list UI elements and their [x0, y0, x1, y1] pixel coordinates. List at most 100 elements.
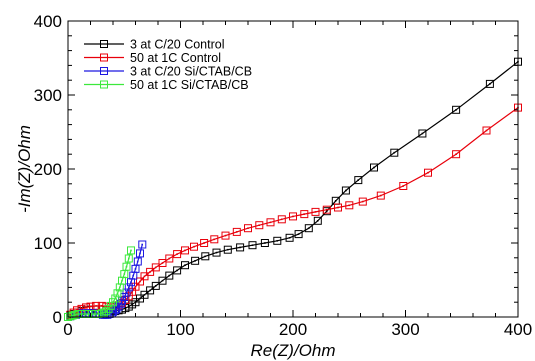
data-point-dot — [402, 185, 404, 187]
data-point-dot — [110, 306, 112, 309]
data-point — [341, 186, 350, 195]
data-point — [173, 250, 182, 259]
data-point — [146, 267, 155, 276]
data-point — [260, 239, 269, 247]
y-axis-title: -Im(Z)/Ohm — [15, 125, 34, 213]
data-point — [133, 257, 142, 266]
data-point-dot — [103, 311, 105, 314]
legend-marker — [100, 67, 108, 75]
data-point-dot — [168, 274, 170, 277]
legend-item-1: 3 at C/20 Control — [84, 38, 225, 52]
data-point — [68, 311, 77, 320]
legend-label: 50 at 1C Si/CTAB/CB — [130, 78, 249, 92]
data-point-dot — [95, 305, 97, 307]
data-point-dot — [131, 291, 133, 293]
data-point-dot — [194, 260, 196, 262]
data-point — [304, 224, 313, 233]
data-point — [424, 168, 432, 177]
data-point-dot — [101, 312, 103, 315]
data-point-dot — [139, 252, 141, 255]
data-point-dot — [379, 194, 382, 197]
data-point-dot — [161, 279, 164, 282]
data-point-dot — [292, 215, 294, 218]
data-point — [311, 207, 320, 216]
data-point — [399, 182, 408, 190]
data-point-dot — [101, 305, 103, 307]
data-point-dot — [258, 224, 260, 226]
data-point — [358, 197, 367, 206]
data-point-dot — [193, 245, 195, 248]
data-point-dot — [203, 242, 205, 244]
data-point-dot — [280, 218, 283, 221]
data-point-dot — [123, 296, 126, 298]
data-point — [151, 263, 160, 272]
data-point — [277, 215, 286, 224]
data-point — [140, 272, 149, 281]
data-point — [452, 150, 461, 159]
data-point-dot — [307, 227, 310, 229]
data-point-dot — [269, 221, 272, 224]
data-point-dot — [149, 271, 151, 273]
data-point — [122, 262, 131, 271]
data-point — [111, 294, 120, 303]
legend-marker — [100, 53, 108, 62]
data-point — [201, 252, 210, 261]
data-point-dot — [176, 253, 178, 255]
data-point-dot — [128, 257, 130, 260]
data-point-dot — [89, 305, 92, 308]
data-point-dot — [128, 286, 130, 289]
data-point-dot — [421, 132, 424, 135]
data-point — [255, 221, 264, 230]
legend-item-2: 50 at 1C Control — [84, 51, 221, 65]
data-point — [334, 203, 342, 212]
data-point-dot — [139, 280, 141, 283]
y-tick-label: 200 — [34, 160, 62, 179]
data-point-dot — [373, 166, 375, 169]
legend-label: 50 at 1C Control — [130, 51, 221, 65]
data-point-dot — [136, 260, 139, 263]
data-point-dot — [134, 268, 137, 270]
data-point — [244, 224, 252, 233]
data-point — [146, 286, 155, 295]
data-point — [223, 245, 232, 254]
data-point — [266, 218, 275, 227]
data-point — [173, 266, 182, 275]
data-point-dot — [132, 274, 134, 277]
data-point-dot — [337, 206, 339, 209]
data-point — [418, 129, 427, 138]
data-point — [124, 254, 133, 263]
legend-label: 3 at C/20 Si/CTAB/CB — [130, 65, 252, 79]
data-point-dot — [184, 264, 186, 266]
data-point-dot — [85, 306, 87, 309]
data-point — [124, 283, 133, 292]
data-point-dot — [105, 305, 108, 308]
x-axis-title: Re(Z)/Ohm — [251, 341, 336, 360]
y-tick-label: 100 — [34, 234, 62, 253]
data-point-dot — [489, 83, 491, 85]
y-tick-label: 300 — [34, 86, 62, 105]
data-point-dot — [116, 292, 119, 295]
series-layer — [64, 57, 522, 321]
data-point-dot — [235, 231, 238, 233]
data-point-dot — [80, 308, 83, 310]
data-point-dot — [125, 265, 128, 268]
data-point-dot — [361, 200, 364, 203]
data-point — [482, 126, 491, 135]
x-tick-label: 400 — [504, 320, 532, 339]
data-point — [313, 216, 322, 225]
data-point — [127, 246, 135, 255]
series-1 — [64, 57, 522, 321]
data-point-dot — [393, 151, 395, 154]
data-point-dot — [168, 257, 170, 260]
data-point — [191, 256, 200, 265]
data-point-dot — [455, 153, 457, 155]
axes-layer: 0 100 200 300 400 0 100 200 300 400 — [34, 12, 533, 339]
data-point-dot — [325, 208, 328, 211]
data-point — [113, 289, 122, 298]
data-point-dot — [117, 305, 120, 308]
data-point — [210, 235, 219, 244]
data-point — [485, 79, 494, 88]
data-point — [122, 288, 131, 297]
